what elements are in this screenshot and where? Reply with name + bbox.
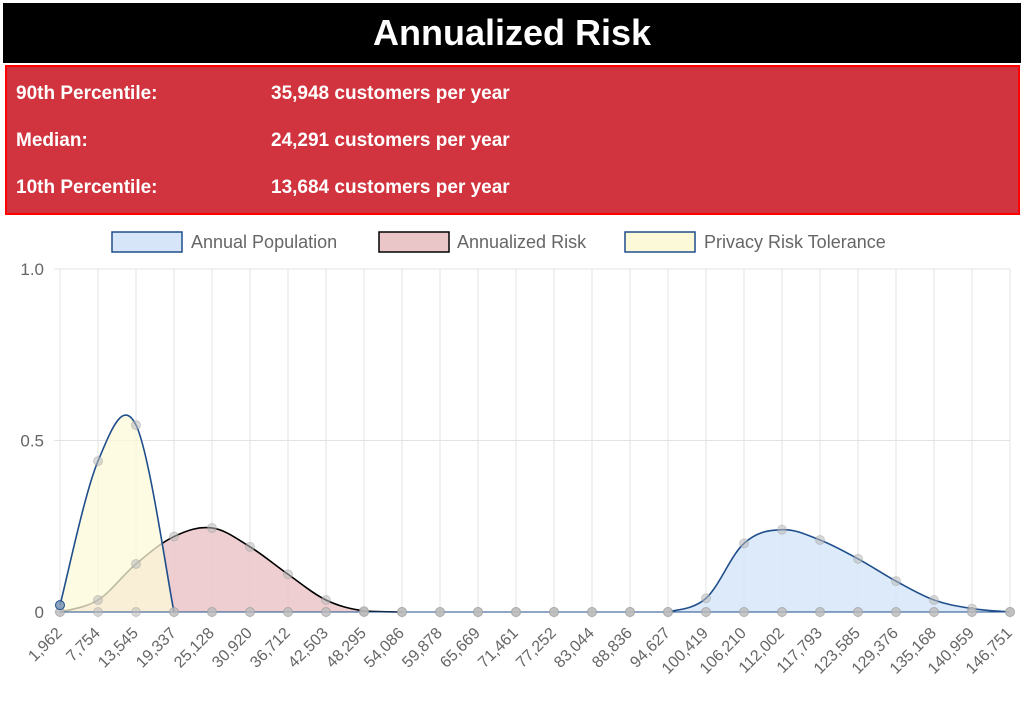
- x-tick-label: 59,878: [399, 625, 446, 672]
- annual-population-line: [667, 528, 1011, 613]
- y-tick-label: 0.5: [20, 432, 44, 451]
- privacy-risk-tolerance-point: [397, 607, 407, 617]
- annualized-risk-point: [131, 558, 141, 569]
- privacy-risk-tolerance-point: [435, 607, 445, 617]
- privacy-risk-tolerance-point: [625, 607, 635, 617]
- annual-population-point: [891, 576, 901, 587]
- privacy-risk-tolerance-point: [587, 607, 597, 617]
- privacy-risk-tolerance-point: [967, 607, 977, 617]
- privacy-risk-tolerance-point: [739, 607, 749, 617]
- x-tick-label: 88,836: [589, 625, 636, 672]
- x-tick-label: 77,252: [513, 625, 560, 672]
- annualized-risk-point: [245, 541, 255, 552]
- page-title: Annualized Risk: [3, 3, 1021, 63]
- annual-population-legend-label: Annual Population: [191, 232, 337, 252]
- stat-value: 24,291 customers per year: [271, 130, 510, 151]
- privacy-risk-tolerance-line: [59, 414, 175, 613]
- annual-population-legend-swatch: [111, 231, 183, 253]
- privacy-risk-tolerance-point: [511, 607, 521, 617]
- x-tick-label: 42,503: [285, 625, 332, 672]
- privacy-risk-tolerance-point: [815, 607, 825, 617]
- annualized-risk-point: [321, 594, 331, 605]
- annual-population-point: [131, 607, 141, 617]
- annualized-risk-point: [283, 569, 293, 580]
- annual-population-point: [815, 534, 825, 545]
- privacy-risk-tolerance-point: [853, 607, 863, 617]
- annual-population-point: [739, 538, 749, 549]
- annualized-risk-point: [93, 594, 103, 605]
- privacy-risk-tolerance-point: [169, 607, 179, 617]
- annual-population-area: [668, 529, 1010, 612]
- privacy-risk-tolerance-point: [473, 607, 483, 617]
- stat-value: 35,948 customers per year: [271, 83, 510, 104]
- stat-value: 13,684 customers per year: [271, 177, 510, 198]
- x-tick-label: 83,044: [551, 625, 598, 672]
- risk-distribution-chart: 00.51.01,9627,75413,54519,33725,12830,92…: [20, 231, 1016, 678]
- privacy-risk-tolerance-point-start: [55, 600, 65, 611]
- x-tick-label: 25,128: [171, 625, 218, 672]
- privacy-risk-tolerance-point: [245, 607, 255, 617]
- annual-population-point: [853, 553, 863, 564]
- x-tick-label: 30,920: [209, 625, 256, 672]
- stat-row-90th-percentile: 90th Percentile: 35,948 customers per ye…: [7, 82, 1018, 106]
- annualized-risk-point: [169, 531, 179, 542]
- annual-population-point: [777, 524, 787, 535]
- x-tick-label: 36,712: [247, 625, 294, 672]
- annualized-risk-point: [207, 522, 217, 533]
- privacy-risk-tolerance-point: [891, 607, 901, 617]
- x-tick-label: 48,295: [323, 625, 370, 672]
- x-tick-label: 13,545: [95, 625, 142, 672]
- privacy-risk-tolerance-legend-label: Privacy Risk Tolerance: [704, 232, 886, 252]
- stat-row-median: Median: 24,291 customers per year: [7, 129, 1018, 153]
- annual-population-point: [93, 607, 103, 617]
- privacy-risk-tolerance-point: [207, 607, 217, 617]
- stat-label: Median:: [16, 130, 88, 151]
- x-tick-label: 19,337: [133, 625, 180, 672]
- stat-label: 10th Percentile:: [16, 177, 158, 198]
- x-tick-label: 71,461: [475, 625, 522, 672]
- privacy-risk-tolerance-point: [701, 607, 711, 617]
- privacy-risk-tolerance-point: [131, 420, 141, 431]
- privacy-risk-tolerance-area: [60, 415, 174, 612]
- y-tick-label: 0: [35, 603, 44, 622]
- x-tick-label: 54,086: [361, 625, 408, 672]
- privacy-risk-tolerance-point: [549, 607, 559, 617]
- privacy-risk-tolerance-point: [663, 607, 673, 617]
- privacy-risk-tolerance-point: [1005, 607, 1015, 617]
- x-tick-label: 1,962: [25, 625, 65, 665]
- x-tick-label: 65,669: [437, 625, 484, 672]
- privacy-risk-tolerance-legend-swatch: [624, 231, 696, 253]
- privacy-risk-tolerance-point: [777, 607, 787, 617]
- privacy-risk-tolerance-point: [283, 607, 293, 617]
- privacy-risk-tolerance-point: [321, 607, 331, 617]
- privacy-risk-tolerance-point: [929, 607, 939, 617]
- y-tick-label: 1.0: [20, 260, 44, 279]
- privacy-risk-tolerance-point: [93, 456, 103, 467]
- stat-row-10th-percentile: 10th Percentile: 13,684 customers per ye…: [7, 176, 1018, 200]
- annualized-risk-legend-swatch: [378, 231, 450, 253]
- annual-population-point: [701, 593, 711, 604]
- annual-population-point: [929, 594, 939, 605]
- annualized-risk-legend-label: Annualized Risk: [457, 232, 587, 252]
- stat-label: 90th Percentile:: [16, 83, 158, 104]
- privacy-risk-tolerance-point: [359, 607, 369, 617]
- risk-summary-panel: 90th Percentile: 35,948 customers per ye…: [5, 65, 1020, 215]
